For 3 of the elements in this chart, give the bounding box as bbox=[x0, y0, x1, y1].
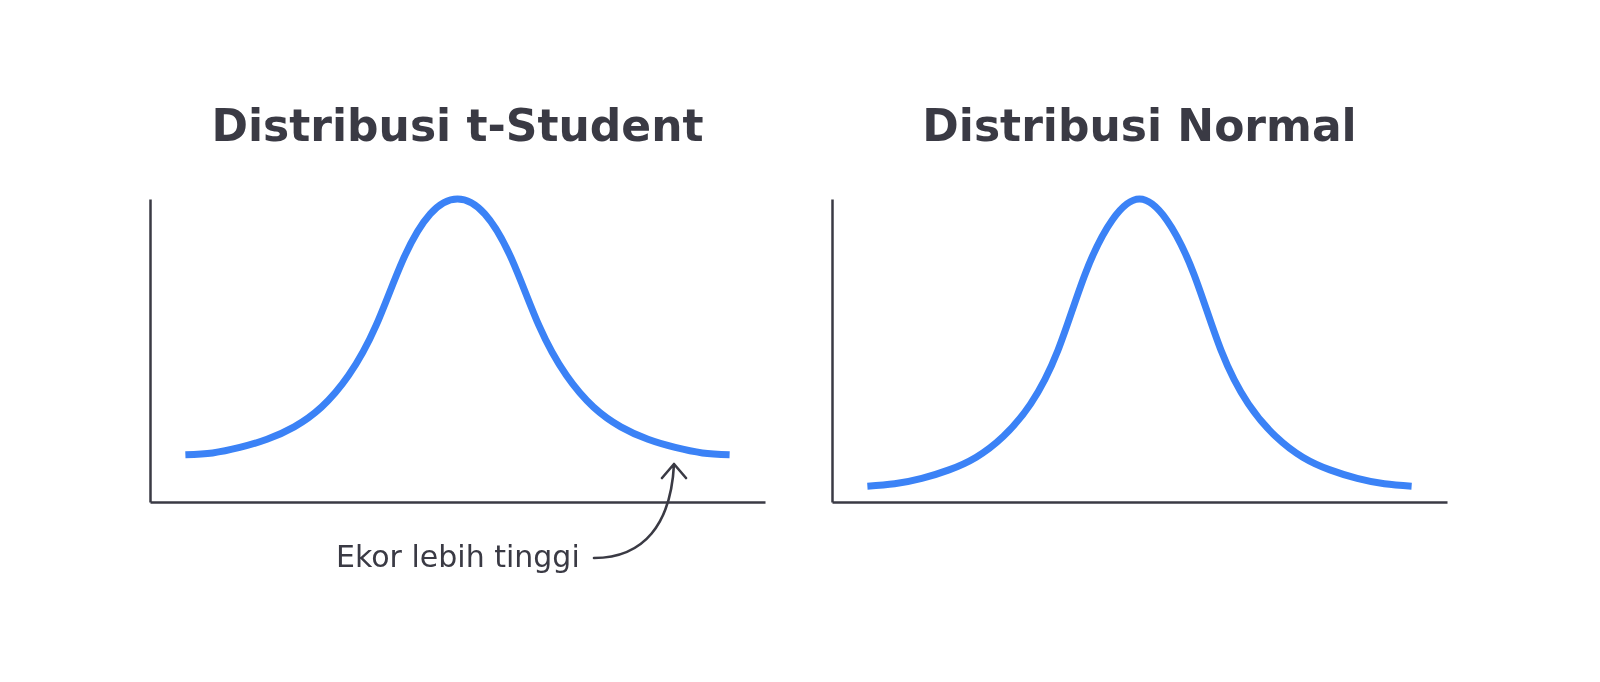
chart-title: Distribusi Normal bbox=[922, 99, 1357, 151]
chart-title: Distribusi t-Student bbox=[211, 99, 704, 151]
text: Ekor lebih tinggi bbox=[336, 539, 580, 574]
